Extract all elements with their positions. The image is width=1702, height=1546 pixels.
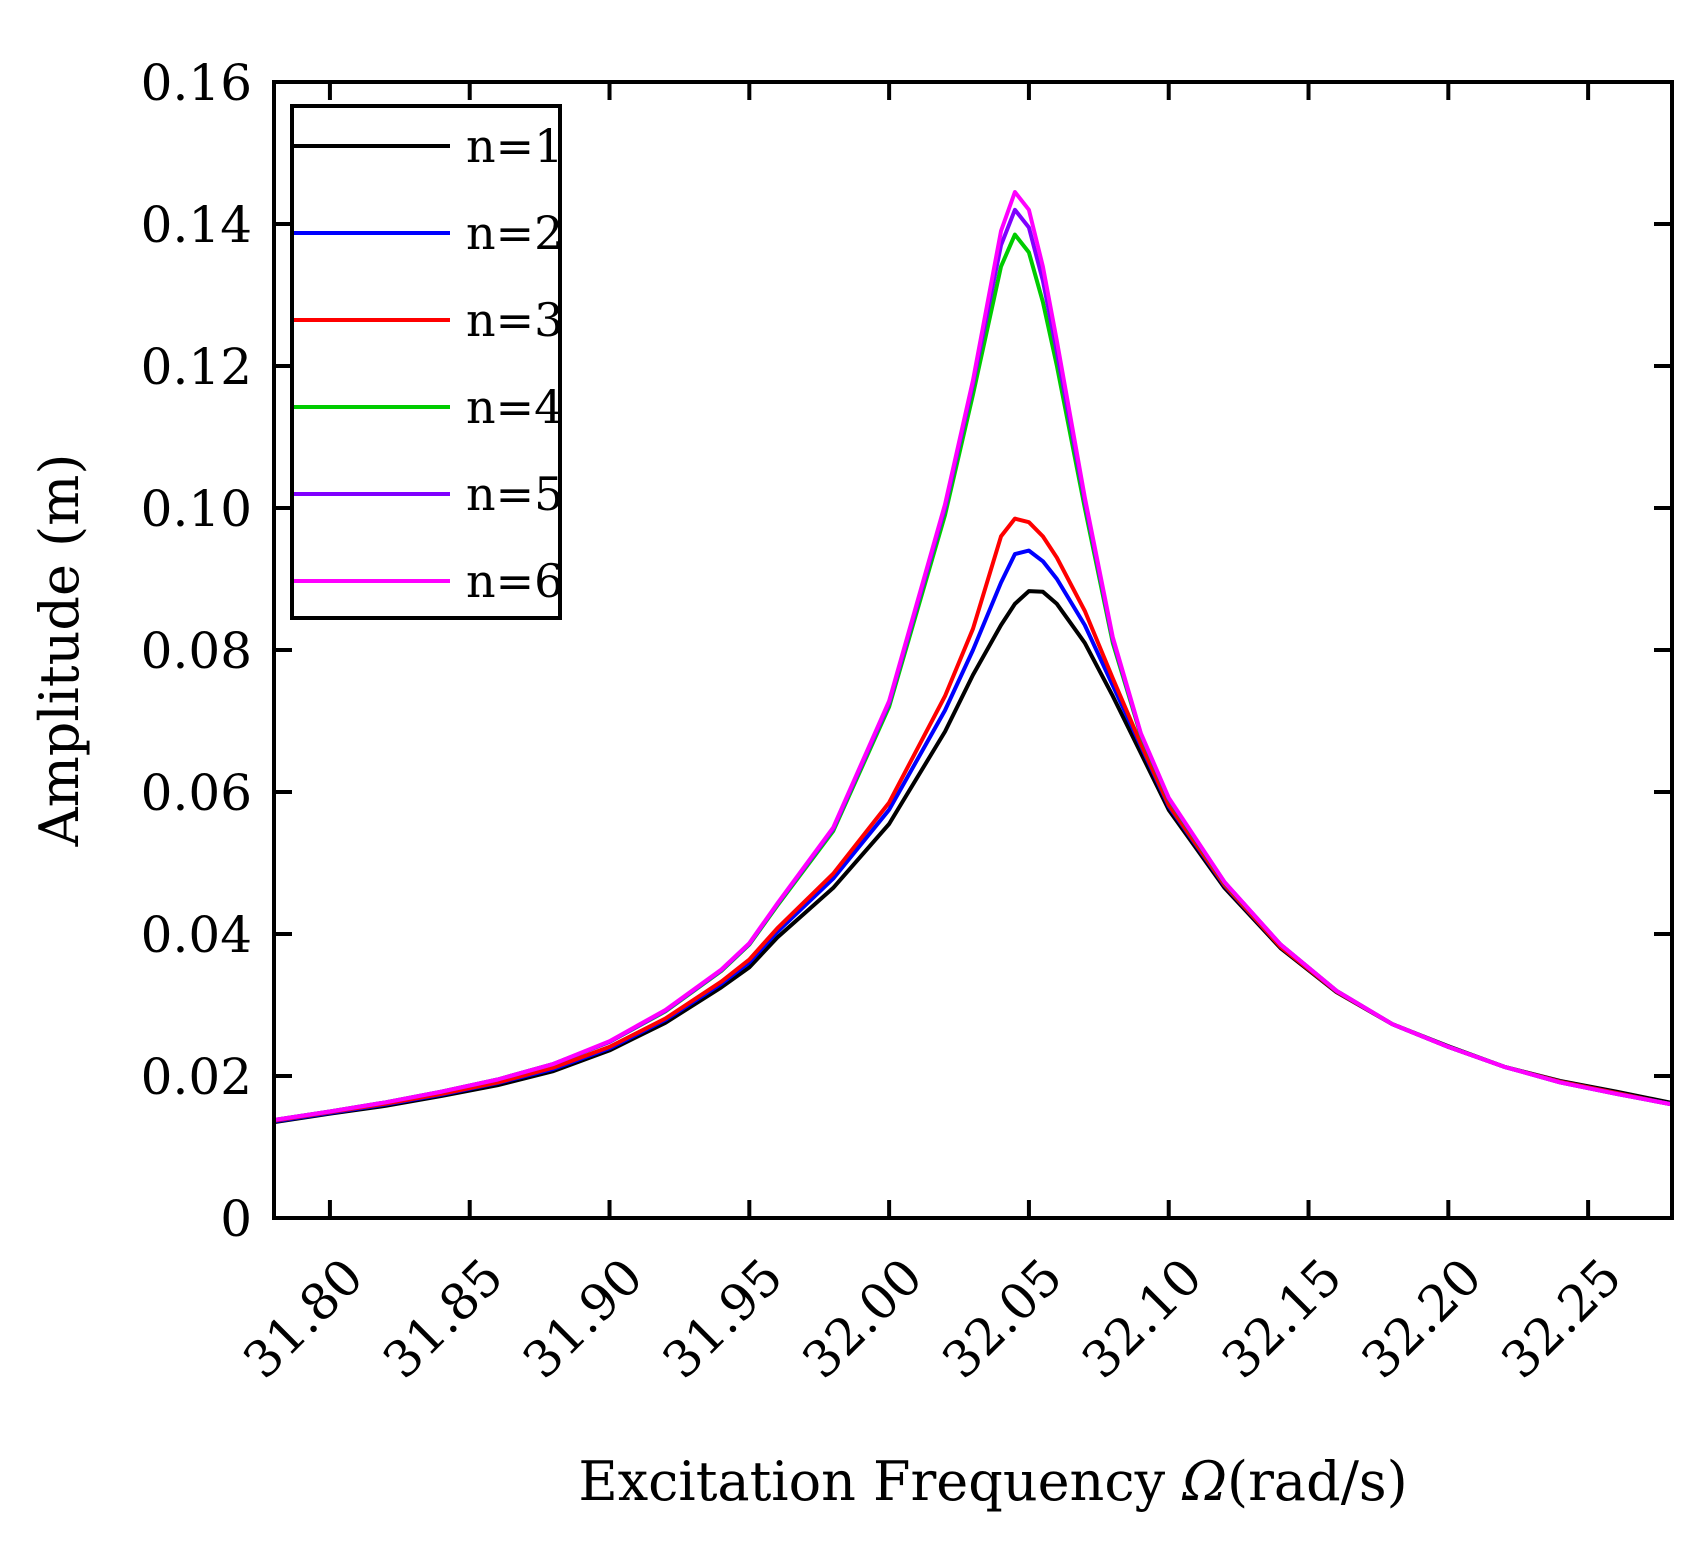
x-axis-title-symbol: Ω (1181, 1450, 1227, 1513)
x-axis-title-prefix: Excitation Frequency (578, 1450, 1182, 1513)
x-tick-label: 31.90 (512, 1247, 654, 1389)
y-tick-label: 0.06 (141, 764, 252, 822)
x-tick-label: 31.80 (232, 1247, 374, 1389)
y-tick-label: 0.10 (141, 480, 252, 538)
series-line-2 (272, 548, 1674, 1124)
series-line-6 (272, 190, 1674, 1122)
legend-box (290, 104, 562, 620)
y-tick-label: 0.04 (141, 906, 252, 964)
series-line-1 (272, 589, 1674, 1125)
legend: n=1 n=2 n=3 n=4 n=5 n=6 (290, 104, 563, 620)
y-tick-label: 0.16 (141, 54, 252, 112)
series-layer (272, 190, 1674, 1125)
x-tick-label: 32.10 (1071, 1247, 1213, 1389)
legend-label: n=4 (466, 380, 563, 434)
x-tick-label: 32.15 (1211, 1247, 1353, 1389)
x-tick-label: 31.85 (372, 1247, 514, 1389)
y-tick-label: 0.08 (141, 622, 252, 680)
y-tick-label: 0.02 (141, 1048, 252, 1106)
y-tick-label: 0.12 (141, 338, 252, 396)
x-tick-label: 32.25 (1490, 1247, 1632, 1389)
x-axis-title-suffix: (rad/s) (1227, 1450, 1408, 1513)
x-tick-label: 31.95 (652, 1247, 794, 1389)
x-axis-title: Excitation Frequency Ω(rad/s) (578, 1450, 1407, 1513)
x-tick-label: 32.05 (931, 1247, 1073, 1389)
legend-label: n=6 (466, 554, 563, 608)
y-tick-label: 0.14 (141, 196, 252, 254)
x-tick-label: 32.20 (1351, 1247, 1493, 1389)
y-tick-label: 0 (220, 1190, 252, 1248)
legend-label: n=3 (466, 293, 563, 347)
y-axis-title: Amplitude (m) (28, 454, 91, 848)
x-tick-label: 32.00 (791, 1247, 933, 1389)
legend-label: n=1 (466, 119, 563, 173)
legend-label: n=5 (466, 467, 563, 521)
legend-label: n=2 (466, 206, 563, 260)
